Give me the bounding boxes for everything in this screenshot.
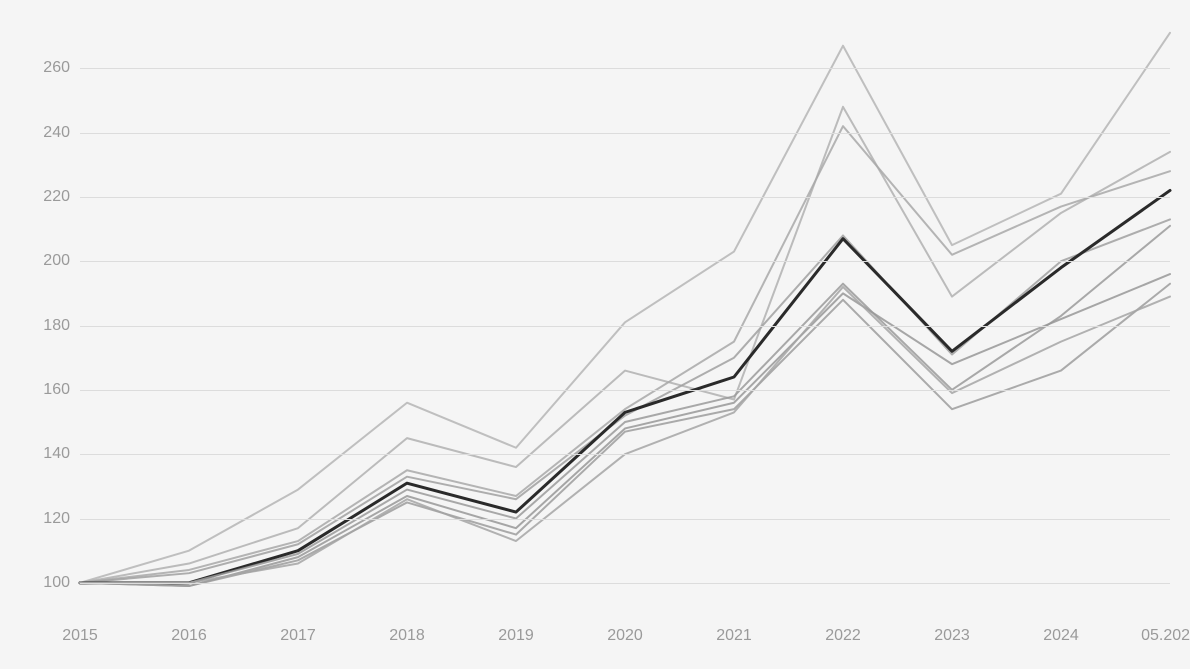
chart-series-series-7: [80, 284, 1170, 586]
x-tick-label: 05.2024: [1141, 615, 1190, 645]
y-tick-label: 220: [43, 188, 80, 206]
chart-gridline: [80, 68, 1170, 69]
y-tick-label: 100: [43, 574, 80, 592]
x-tick-label: 2018: [389, 615, 425, 645]
x-tick-label: 2022: [825, 615, 861, 645]
x-tick-label: 2017: [280, 615, 316, 645]
chart-series-series-main: [80, 190, 1170, 582]
chart-gridline: [80, 519, 1170, 520]
chart-gridline: [80, 261, 1170, 262]
y-tick-label: 140: [43, 445, 80, 463]
chart-canvas: 100 120 140 160 180 200 220 240 260 2015 2016 2017 2…: [0, 0, 1190, 669]
x-tick-label: 2023: [934, 615, 970, 645]
chart-series-series-6: [80, 274, 1170, 586]
chart-lines-svg: [80, 20, 1170, 615]
y-tick-label: 240: [43, 124, 80, 142]
y-tick-label: 120: [43, 510, 80, 528]
chart-series-series-2: [80, 107, 1170, 583]
chart-plot-area: 1001201401601802002202402602015201620172…: [80, 20, 1170, 615]
x-tick-label: 2015: [62, 615, 98, 645]
chart-gridline: [80, 583, 1170, 584]
chart-gridline: [80, 133, 1170, 134]
y-tick-label: 180: [43, 317, 80, 335]
x-tick-label: 2021: [716, 615, 752, 645]
x-tick-label: 2024: [1043, 615, 1079, 645]
chart-series-series-4: [80, 219, 1170, 582]
chart-series-series-5: [80, 226, 1170, 583]
chart-series-series-3: [80, 126, 1170, 583]
x-tick-label: 2019: [498, 615, 534, 645]
chart-series-series-8: [80, 287, 1170, 583]
chart-gridline: [80, 454, 1170, 455]
y-tick-label: 260: [43, 59, 80, 77]
chart-gridline: [80, 390, 1170, 391]
x-tick-label: 2016: [171, 615, 207, 645]
y-tick-label: 160: [43, 381, 80, 399]
chart-gridline: [80, 326, 1170, 327]
x-tick-label: 2020: [607, 615, 643, 645]
chart-gridline: [80, 197, 1170, 198]
y-tick-label: 200: [43, 252, 80, 270]
